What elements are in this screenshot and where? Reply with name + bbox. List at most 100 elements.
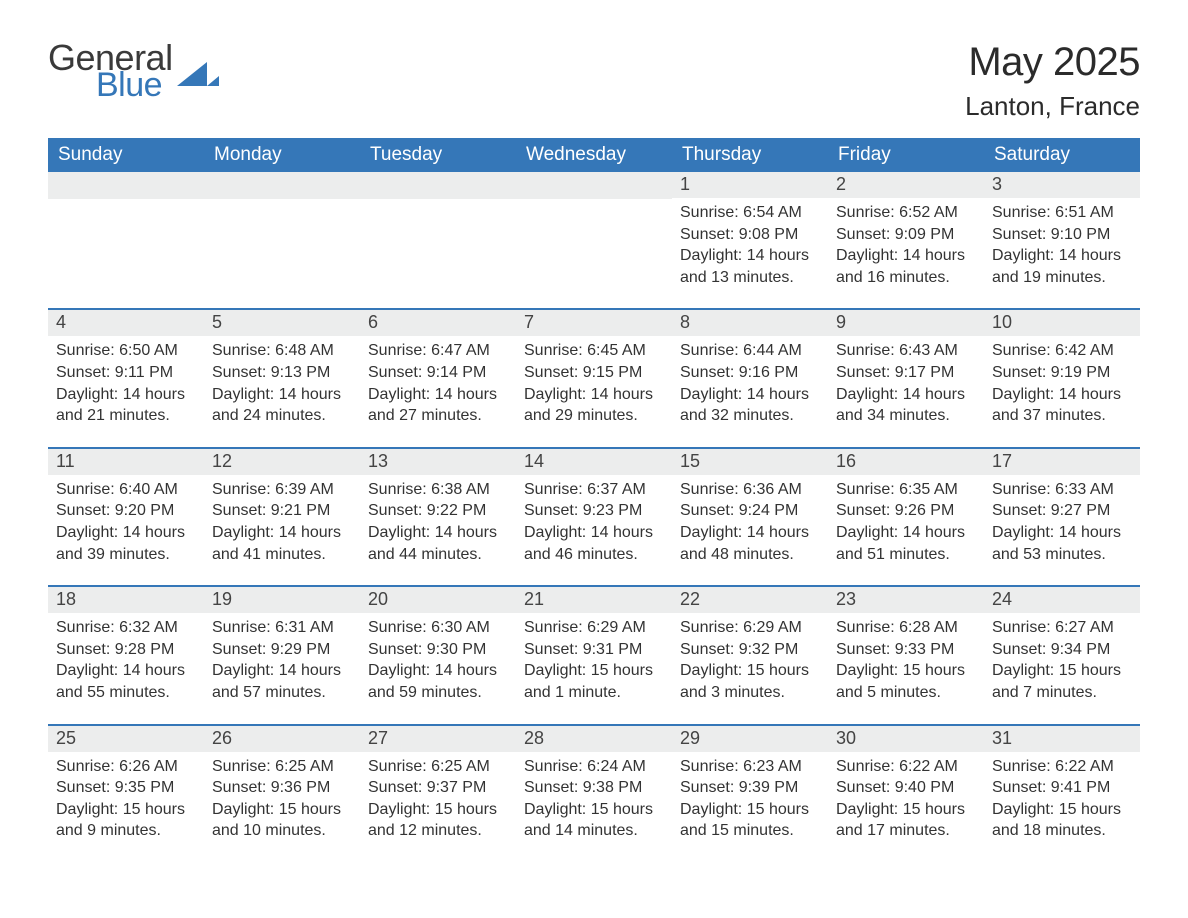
day-number: 15 <box>672 449 828 475</box>
calendar-day: 18Sunrise: 6:32 AMSunset: 9:28 PMDayligh… <box>48 587 204 709</box>
daylight-text: Daylight: 15 hours and 15 minutes. <box>680 799 820 842</box>
day-details: Sunrise: 6:43 AMSunset: 9:17 PMDaylight:… <box>828 336 984 432</box>
logo: General Blue <box>48 40 219 102</box>
day-details: Sunrise: 6:35 AMSunset: 9:26 PMDaylight:… <box>828 475 984 571</box>
empty-day-bar <box>48 172 204 199</box>
day-details: Sunrise: 6:52 AMSunset: 9:09 PMDaylight:… <box>828 198 984 294</box>
daylight-text: Daylight: 14 hours and 21 minutes. <box>56 384 196 427</box>
sunset-text: Sunset: 9:15 PM <box>524 362 664 384</box>
day-number: 4 <box>48 310 204 336</box>
sunset-text: Sunset: 9:30 PM <box>368 639 508 661</box>
calendar: SundayMondayTuesdayWednesdayThursdayFrid… <box>48 138 1140 848</box>
daylight-text: Daylight: 14 hours and 46 minutes. <box>524 522 664 565</box>
day-details: Sunrise: 6:23 AMSunset: 9:39 PMDaylight:… <box>672 752 828 848</box>
sunset-text: Sunset: 9:16 PM <box>680 362 820 384</box>
daylight-text: Daylight: 14 hours and 48 minutes. <box>680 522 820 565</box>
sunset-text: Sunset: 9:26 PM <box>836 500 976 522</box>
daylight-text: Daylight: 14 hours and 37 minutes. <box>992 384 1132 427</box>
day-details: Sunrise: 6:32 AMSunset: 9:28 PMDaylight:… <box>48 613 204 709</box>
day-details: Sunrise: 6:30 AMSunset: 9:30 PMDaylight:… <box>360 613 516 709</box>
calendar-day: 22Sunrise: 6:29 AMSunset: 9:32 PMDayligh… <box>672 587 828 709</box>
daylight-text: Daylight: 15 hours and 10 minutes. <box>212 799 352 842</box>
day-details: Sunrise: 6:44 AMSunset: 9:16 PMDaylight:… <box>672 336 828 432</box>
day-details: Sunrise: 6:51 AMSunset: 9:10 PMDaylight:… <box>984 198 1140 294</box>
sunset-text: Sunset: 9:27 PM <box>992 500 1132 522</box>
calendar-day: 15Sunrise: 6:36 AMSunset: 9:24 PMDayligh… <box>672 449 828 571</box>
daylight-text: Daylight: 15 hours and 5 minutes. <box>836 660 976 703</box>
day-details: Sunrise: 6:26 AMSunset: 9:35 PMDaylight:… <box>48 752 204 848</box>
sunrise-text: Sunrise: 6:47 AM <box>368 340 508 362</box>
sunset-text: Sunset: 9:38 PM <box>524 777 664 799</box>
sunrise-text: Sunrise: 6:42 AM <box>992 340 1132 362</box>
calendar-day: 19Sunrise: 6:31 AMSunset: 9:29 PMDayligh… <box>204 587 360 709</box>
day-number: 6 <box>360 310 516 336</box>
calendar-day: 2Sunrise: 6:52 AMSunset: 9:09 PMDaylight… <box>828 172 984 294</box>
sunset-text: Sunset: 9:10 PM <box>992 224 1132 246</box>
sunset-text: Sunset: 9:24 PM <box>680 500 820 522</box>
calendar-day: 23Sunrise: 6:28 AMSunset: 9:33 PMDayligh… <box>828 587 984 709</box>
daylight-text: Daylight: 15 hours and 9 minutes. <box>56 799 196 842</box>
sunrise-text: Sunrise: 6:25 AM <box>368 756 508 778</box>
weekday-header-row: SundayMondayTuesdayWednesdayThursdayFrid… <box>48 138 1140 172</box>
daylight-text: Daylight: 14 hours and 34 minutes. <box>836 384 976 427</box>
sunset-text: Sunset: 9:32 PM <box>680 639 820 661</box>
day-details: Sunrise: 6:54 AMSunset: 9:08 PMDaylight:… <box>672 198 828 294</box>
sunrise-text: Sunrise: 6:43 AM <box>836 340 976 362</box>
sunrise-text: Sunrise: 6:50 AM <box>56 340 196 362</box>
sunrise-text: Sunrise: 6:25 AM <box>212 756 352 778</box>
weekday-header: Thursday <box>672 138 828 172</box>
sunset-text: Sunset: 9:17 PM <box>836 362 976 384</box>
empty-day-bar <box>516 172 672 199</box>
title-block: May 2025 Lanton, France <box>965 40 1140 122</box>
calendar-day: 14Sunrise: 6:37 AMSunset: 9:23 PMDayligh… <box>516 449 672 571</box>
day-details: Sunrise: 6:29 AMSunset: 9:31 PMDaylight:… <box>516 613 672 709</box>
sunrise-text: Sunrise: 6:39 AM <box>212 479 352 501</box>
empty-day-bar <box>204 172 360 199</box>
day-details: Sunrise: 6:40 AMSunset: 9:20 PMDaylight:… <box>48 475 204 571</box>
sunset-text: Sunset: 9:40 PM <box>836 777 976 799</box>
daylight-text: Daylight: 15 hours and 3 minutes. <box>680 660 820 703</box>
month-title: May 2025 <box>965 40 1140 85</box>
day-details: Sunrise: 6:47 AMSunset: 9:14 PMDaylight:… <box>360 336 516 432</box>
calendar-day: 11Sunrise: 6:40 AMSunset: 9:20 PMDayligh… <box>48 449 204 571</box>
day-number: 2 <box>828 172 984 198</box>
calendar-day: 3Sunrise: 6:51 AMSunset: 9:10 PMDaylight… <box>984 172 1140 294</box>
daylight-text: Daylight: 14 hours and 53 minutes. <box>992 522 1132 565</box>
daylight-text: Daylight: 14 hours and 13 minutes. <box>680 245 820 288</box>
weekday-header: Friday <box>828 138 984 172</box>
day-number: 19 <box>204 587 360 613</box>
empty-day-bar <box>360 172 516 199</box>
calendar-week: 11Sunrise: 6:40 AMSunset: 9:20 PMDayligh… <box>48 447 1140 571</box>
day-details: Sunrise: 6:31 AMSunset: 9:29 PMDaylight:… <box>204 613 360 709</box>
daylight-text: Daylight: 14 hours and 29 minutes. <box>524 384 664 427</box>
sunrise-text: Sunrise: 6:45 AM <box>524 340 664 362</box>
daylight-text: Daylight: 15 hours and 18 minutes. <box>992 799 1132 842</box>
day-details: Sunrise: 6:42 AMSunset: 9:19 PMDaylight:… <box>984 336 1140 432</box>
calendar-week: 18Sunrise: 6:32 AMSunset: 9:28 PMDayligh… <box>48 585 1140 709</box>
calendar-day <box>48 172 204 294</box>
weekday-header: Tuesday <box>360 138 516 172</box>
sunrise-text: Sunrise: 6:32 AM <box>56 617 196 639</box>
daylight-text: Daylight: 14 hours and 59 minutes. <box>368 660 508 703</box>
day-details: Sunrise: 6:48 AMSunset: 9:13 PMDaylight:… <box>204 336 360 432</box>
daylight-text: Daylight: 14 hours and 55 minutes. <box>56 660 196 703</box>
sunset-text: Sunset: 9:19 PM <box>992 362 1132 384</box>
day-number: 22 <box>672 587 828 613</box>
calendar-week: 1Sunrise: 6:54 AMSunset: 9:08 PMDaylight… <box>48 172 1140 294</box>
sunrise-text: Sunrise: 6:27 AM <box>992 617 1132 639</box>
day-number: 24 <box>984 587 1140 613</box>
weekday-header: Saturday <box>984 138 1140 172</box>
daylight-text: Daylight: 15 hours and 12 minutes. <box>368 799 508 842</box>
daylight-text: Daylight: 14 hours and 51 minutes. <box>836 522 976 565</box>
sunrise-text: Sunrise: 6:33 AM <box>992 479 1132 501</box>
day-number: 27 <box>360 726 516 752</box>
sunrise-text: Sunrise: 6:22 AM <box>992 756 1132 778</box>
daylight-text: Daylight: 14 hours and 24 minutes. <box>212 384 352 427</box>
sunset-text: Sunset: 9:23 PM <box>524 500 664 522</box>
sunset-text: Sunset: 9:29 PM <box>212 639 352 661</box>
calendar-day <box>204 172 360 294</box>
calendar-week: 4Sunrise: 6:50 AMSunset: 9:11 PMDaylight… <box>48 308 1140 432</box>
calendar-day: 6Sunrise: 6:47 AMSunset: 9:14 PMDaylight… <box>360 310 516 432</box>
sunrise-text: Sunrise: 6:44 AM <box>680 340 820 362</box>
calendar-day: 13Sunrise: 6:38 AMSunset: 9:22 PMDayligh… <box>360 449 516 571</box>
